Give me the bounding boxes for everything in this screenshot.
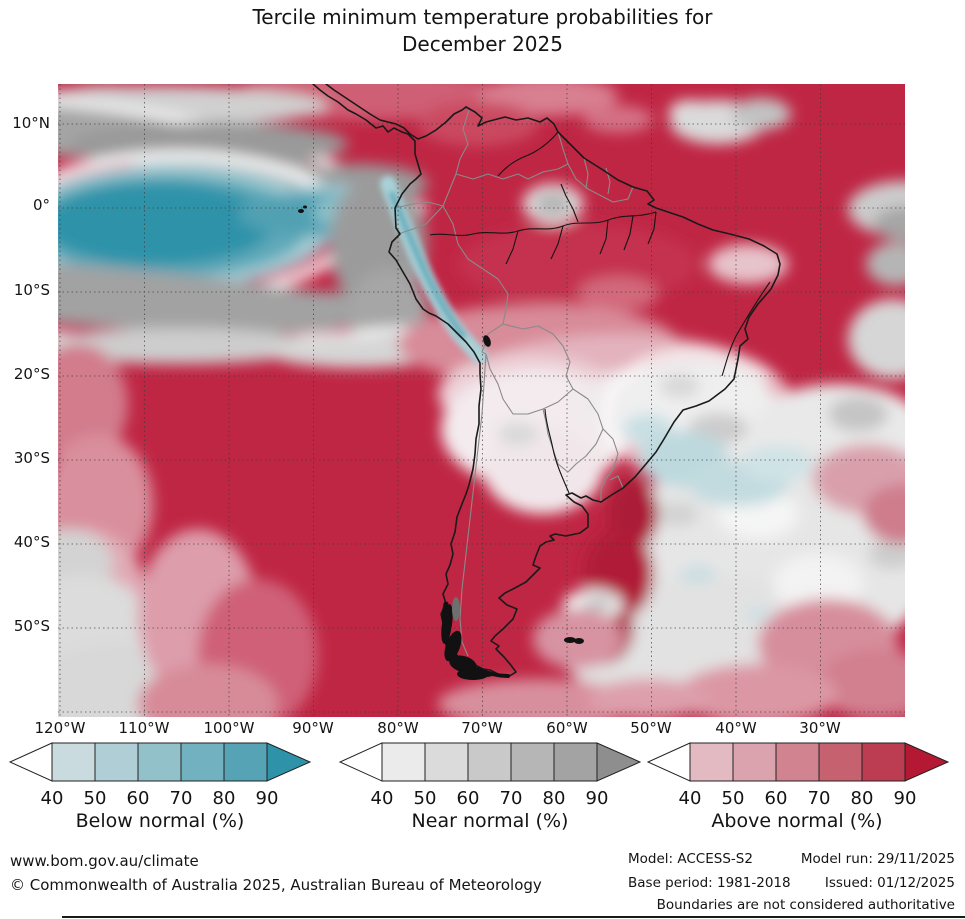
lon-label-70w: 70°W [461, 719, 503, 737]
lat-label-30s: 30°S [13, 449, 50, 467]
legend-caption: Below normal (%) [76, 810, 245, 832]
south-america-probability-map [58, 84, 905, 717]
lon-label-90w: 90°W [292, 719, 334, 737]
legend-tick: 80 [543, 788, 566, 809]
legend-above-normal: 40 50 60 70 80 90 Above normal (%) [642, 737, 965, 837]
footer-model: Model: ACCESS-S2 [628, 851, 753, 867]
map-islands [298, 205, 584, 680]
rivers [429, 131, 771, 494]
lat-label-10n: 10°N [12, 114, 50, 132]
lat-label-0: 0° [32, 196, 50, 214]
lat-label-10s: 10°S [13, 281, 50, 299]
footer-left: www.bom.gov.au/climate © Commonwealth of… [10, 849, 542, 897]
lon-label-120w: 120°W [34, 719, 86, 737]
lon-label-60w: 60°W [546, 719, 588, 737]
legend-below-normal: 40 50 60 70 80 90 Below normal (%) [4, 737, 334, 837]
legend-tick: 50 [84, 788, 107, 809]
map-color-field [58, 84, 905, 717]
legend-near-normal: 40 50 60 70 80 90 Near normal (%) [334, 737, 664, 837]
legend-caption: Near normal (%) [412, 810, 569, 832]
legend-tick: 60 [765, 788, 788, 809]
legend-tick: 70 [500, 788, 523, 809]
legend-tick: 80 [851, 788, 874, 809]
legend-tick: 40 [679, 788, 702, 809]
lon-label-100w: 100°W [203, 719, 255, 737]
legend-tick: 50 [414, 788, 437, 809]
country-borders [394, 109, 634, 657]
footer-disclaimer: Boundaries are not considered authoritat… [656, 897, 955, 913]
footer-model-run: Model run: 29/11/2025 [800, 851, 955, 867]
coastline [312, 84, 781, 678]
lon-label-50w: 50°W [630, 719, 672, 737]
legend-caption: Above normal (%) [711, 810, 882, 832]
footer-website: www.bom.gov.au/climate [10, 852, 199, 870]
title-line-1: Tercile minimum temperature probabilitie… [252, 5, 713, 29]
footer-copyright: © Commonwealth of Australia 2025, Austra… [10, 876, 542, 894]
footer-base-period: Base period: 1981-2018 [628, 875, 791, 891]
legend-tick: 90 [586, 788, 609, 809]
footer-issued: Issued: 01/12/2025 [824, 875, 955, 891]
legend-tick: 90 [894, 788, 917, 809]
page-title: Tercile minimum temperature probabilitie… [0, 4, 965, 58]
legend-tick: 40 [41, 788, 64, 809]
legend-tick: 60 [457, 788, 480, 809]
title-line-2: December 2025 [402, 32, 563, 56]
legend-above-normal-bar: 40 50 60 70 80 90 Above normal (%) [646, 742, 950, 832]
legend-tick: 50 [722, 788, 745, 809]
bottom-border-line [62, 916, 965, 918]
legend-tick: 40 [371, 788, 394, 809]
legend-tick: 80 [213, 788, 236, 809]
legend-tick: 70 [808, 788, 831, 809]
legend-tick: 70 [170, 788, 193, 809]
legend-below-normal-bar: 40 50 60 70 80 90 Below normal (%) [8, 742, 312, 832]
lon-label-30w: 30°W [799, 719, 841, 737]
lat-label-50s: 50°S [13, 617, 50, 635]
lon-label-40w: 40°W [715, 719, 757, 737]
legend-tick: 90 [256, 788, 279, 809]
lat-label-20s: 20°S [13, 365, 50, 383]
legend-near-normal-bar: 40 50 60 70 80 90 Near normal (%) [338, 742, 642, 832]
lon-label-80w: 80°W [377, 719, 419, 737]
lon-label-110w: 110°W [118, 719, 170, 737]
legend-tick: 60 [127, 788, 150, 809]
lat-label-40s: 40°S [13, 533, 50, 551]
map-canvas [58, 84, 905, 717]
